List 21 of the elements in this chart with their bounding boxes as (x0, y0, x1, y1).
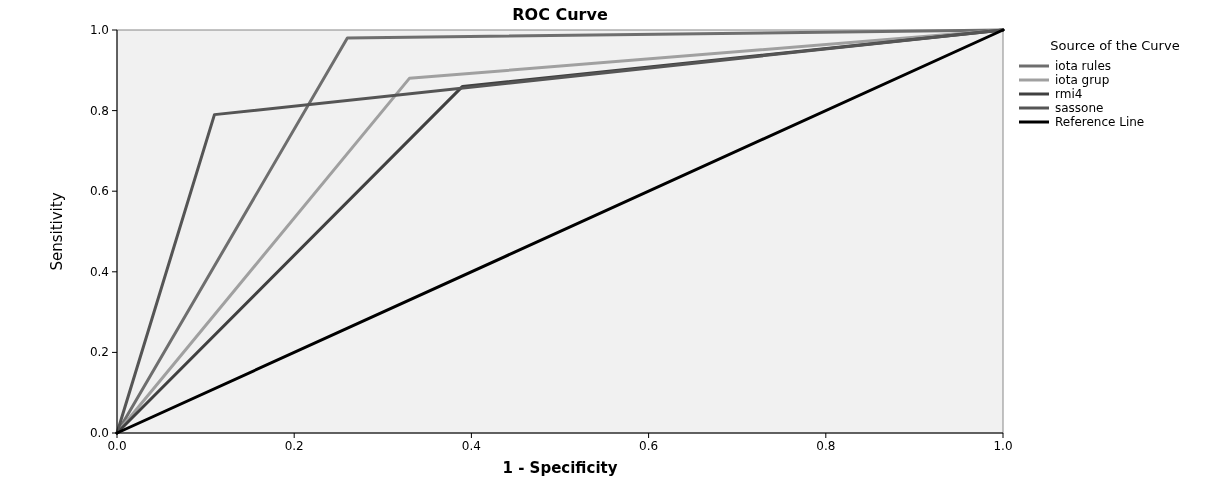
legend-label: iota grup (1055, 73, 1110, 87)
legend-label: sassone (1055, 101, 1104, 115)
y-tick-label: 0.0 (89, 426, 109, 440)
legend-title: Source of the Curve (1050, 38, 1180, 53)
y-tick-label: 0.8 (89, 103, 109, 118)
chart-title: ROC Curve (512, 5, 608, 24)
x-tick-label: 0.2 (284, 439, 304, 453)
y-tick-label: 0.4 (89, 264, 109, 279)
x-tick-label: 0.8 (816, 439, 836, 453)
y-tick-label: 1.0 (89, 23, 109, 37)
y-tick-label: 0.6 (89, 184, 109, 199)
x-tick-label: 0.4 (461, 439, 481, 453)
x-tick-label: 1.0 (993, 439, 1013, 453)
y-axis-title: Sensitivity (48, 192, 66, 271)
x-axis-title: 1 - Specificity (502, 459, 618, 477)
y-tick-label: 0.2 (89, 345, 109, 360)
legend-label: rmi4 (1055, 87, 1083, 101)
x-tick-label: 0.0 (107, 439, 127, 453)
legend-label: Reference Line (1055, 115, 1145, 129)
legend-label: iota rules (1055, 59, 1112, 73)
x-tick-label: 0.6 (639, 439, 659, 453)
